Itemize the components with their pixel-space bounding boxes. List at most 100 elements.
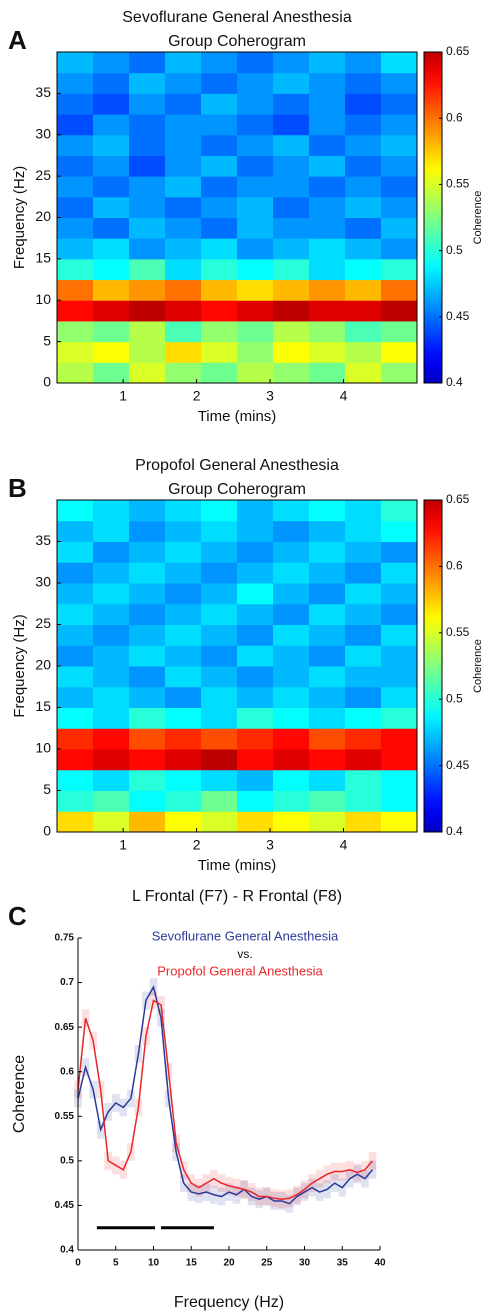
heatmap-cell	[165, 645, 202, 667]
heatmap-cell	[57, 790, 94, 812]
heatmap-cell	[381, 624, 418, 646]
heatmap-cell	[381, 341, 418, 363]
heatmap-cell	[345, 196, 382, 218]
heatmap-cell	[345, 686, 382, 708]
heatmap-cell	[273, 134, 310, 156]
heatmap-cell	[201, 769, 238, 791]
heatmap-cell	[201, 562, 238, 584]
heatmap-cell	[57, 500, 94, 522]
heatmap-cell	[129, 686, 166, 708]
colorbar-tick-label: 0.65	[446, 492, 470, 506]
heatmap-cell	[345, 707, 382, 729]
heatmap-cell	[165, 666, 202, 688]
heatmap-cell	[237, 300, 274, 322]
heatmap-cell	[273, 500, 310, 522]
heatmap-cell	[237, 72, 274, 94]
heatmap-cell	[237, 541, 274, 563]
heatmap-cell	[309, 603, 346, 625]
x-tick-label: 1	[119, 837, 127, 853]
heatmap-cell	[93, 341, 130, 363]
heatmap-cell	[273, 196, 310, 218]
heatmap-cell	[273, 93, 310, 115]
heatmap-cell	[309, 666, 346, 688]
x-axis-label: Frequency (Hz)	[174, 1294, 284, 1311]
heatmap-cell	[165, 196, 202, 218]
heatmap-cell	[273, 562, 310, 584]
heatmap-cell	[129, 645, 166, 667]
heatmap-cell	[237, 238, 274, 260]
heatmap-cell	[381, 258, 418, 281]
heatmap-cell	[129, 341, 166, 363]
heatmap-cell	[309, 583, 346, 605]
colorbar-tick-label: 0.55	[446, 625, 470, 639]
heatmap-cell	[93, 666, 130, 688]
heatmap-cell	[201, 238, 238, 260]
y-tick-label: 30	[35, 574, 51, 590]
heatmap-cell	[309, 362, 346, 384]
panel-letter: B	[8, 473, 27, 503]
heatmap-cell	[57, 541, 94, 563]
heatmap-cell	[165, 134, 202, 156]
heatmap-cell	[165, 749, 202, 771]
heatmap-cell	[237, 196, 274, 218]
colorbar-label: Coherence	[472, 639, 484, 693]
heatmap-cell	[309, 520, 346, 542]
heatmap-cell	[93, 155, 130, 177]
y-tick-label: 0.6	[60, 1066, 74, 1077]
heatmap-cell	[201, 72, 238, 94]
heatmap-cell	[381, 541, 418, 563]
heatmap-cell	[237, 155, 274, 177]
heatmap-cell	[345, 114, 382, 136]
heatmap-cell	[309, 728, 346, 750]
heatmap-cell	[273, 155, 310, 177]
heatmap-cell	[93, 114, 130, 136]
heatmap-cell	[273, 603, 310, 625]
heatmap-cell	[201, 114, 238, 136]
x-tick-label: 35	[337, 1258, 349, 1269]
heatmap-cell	[381, 790, 418, 812]
y-tick-label: 25	[35, 615, 51, 631]
x-axis-label: Time (mins)	[198, 408, 277, 425]
colorbar	[423, 51, 443, 384]
heatmap-cell	[93, 72, 130, 94]
heatmap-cell	[273, 258, 310, 281]
heatmap-cell	[309, 93, 346, 115]
y-tick-label: 0.75	[55, 933, 75, 944]
heatmap-cell	[309, 562, 346, 584]
heatmap-cell	[165, 520, 202, 542]
heatmap-cell	[381, 769, 418, 791]
heatmap-cell	[381, 707, 418, 729]
heatmap-cell	[201, 52, 238, 74]
colorbar-tick-label: 0.65	[446, 44, 470, 58]
x-tick-label: 4	[340, 388, 348, 404]
y-tick-label: 35	[35, 84, 51, 100]
heatmap-cell	[129, 176, 166, 198]
heatmap-cell	[309, 541, 346, 563]
heatmap-cell	[93, 238, 130, 260]
heatmap-cell	[273, 666, 310, 688]
heatmap-cell	[201, 603, 238, 625]
heatmap-cell	[57, 114, 94, 136]
heatmap-cell	[93, 707, 130, 729]
chart-title: Group Coherogram	[168, 33, 306, 50]
heatmap-cell	[381, 114, 418, 136]
heatmap-cell	[93, 583, 130, 605]
heatmap-cell	[273, 811, 310, 833]
heatmap-cell	[57, 93, 94, 115]
y-tick-label: 0.5	[60, 1155, 74, 1166]
heatmap-cell	[93, 217, 130, 239]
heatmap-cell	[201, 176, 238, 198]
y-tick-label: 5	[43, 332, 51, 348]
heatmap-cell	[309, 258, 346, 281]
colorbar-tick-label: 0.5	[446, 691, 463, 705]
chart-title: Group Coherogram	[168, 481, 306, 498]
heatmap-cell	[309, 134, 346, 156]
heatmap-cell	[93, 258, 130, 281]
heatmap-cell	[201, 583, 238, 605]
heatmap-cell	[309, 176, 346, 198]
heatmap-cell	[165, 362, 202, 384]
heatmap-cell	[165, 707, 202, 729]
y-tick-label: 0.45	[55, 1200, 75, 1211]
heatmap-cell	[129, 300, 166, 322]
